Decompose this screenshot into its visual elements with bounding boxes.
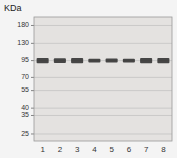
- tick-mark: [31, 108, 34, 109]
- tick-mark: [31, 90, 34, 91]
- tick-label: 130: [17, 39, 29, 46]
- tick-mark: [31, 77, 34, 78]
- band: [106, 59, 118, 63]
- chart-container: 180 130 95 70 55 4035 25 1 2 3 4 5 6 7 8 KDa: [0, 0, 177, 158]
- lane-label: 8: [161, 145, 166, 154]
- chart: 180 130 95 70 55 4035 25 1 2 3 4 5 6 7 8 KDa: [0, 0, 177, 158]
- bands: [37, 58, 170, 63]
- tick-label: 35: [21, 111, 29, 118]
- grid-line: [34, 90, 172, 91]
- plot-background: [34, 17, 172, 141]
- band: [71, 58, 83, 63]
- grid-line: [34, 133, 172, 134]
- lane-label: 7: [144, 145, 149, 154]
- tick-mark: [31, 60, 34, 61]
- grid-line: [34, 77, 172, 78]
- band: [54, 58, 66, 63]
- tick-mark: [31, 133, 34, 134]
- title: KDa: [4, 3, 22, 13]
- band: [140, 58, 152, 63]
- tick-mark: [31, 43, 34, 44]
- tick-label: 95: [21, 56, 29, 63]
- tick-mark: [31, 115, 34, 116]
- tick-label: 55: [21, 86, 29, 93]
- grid-line: [34, 115, 172, 116]
- band: [157, 58, 169, 63]
- tick-label: 25: [21, 130, 29, 137]
- lane-label: 2: [58, 145, 63, 154]
- plot-frame: [34, 17, 172, 141]
- grid-line: [34, 43, 172, 44]
- tick-mark: [31, 25, 34, 26]
- band: [37, 58, 49, 63]
- band: [123, 59, 135, 63]
- grid-line: [34, 25, 172, 26]
- grid-line: [34, 108, 172, 109]
- lane-label: 3: [75, 145, 80, 154]
- tick-label: 40: [21, 104, 29, 111]
- lane-label: 5: [109, 145, 114, 154]
- lane-label: 1: [40, 145, 45, 154]
- band: [88, 59, 100, 63]
- lane-label: 6: [127, 145, 132, 154]
- lane-label: 4: [92, 145, 97, 154]
- tick-label: 180: [17, 21, 29, 28]
- tick-label: 70: [21, 73, 29, 80]
